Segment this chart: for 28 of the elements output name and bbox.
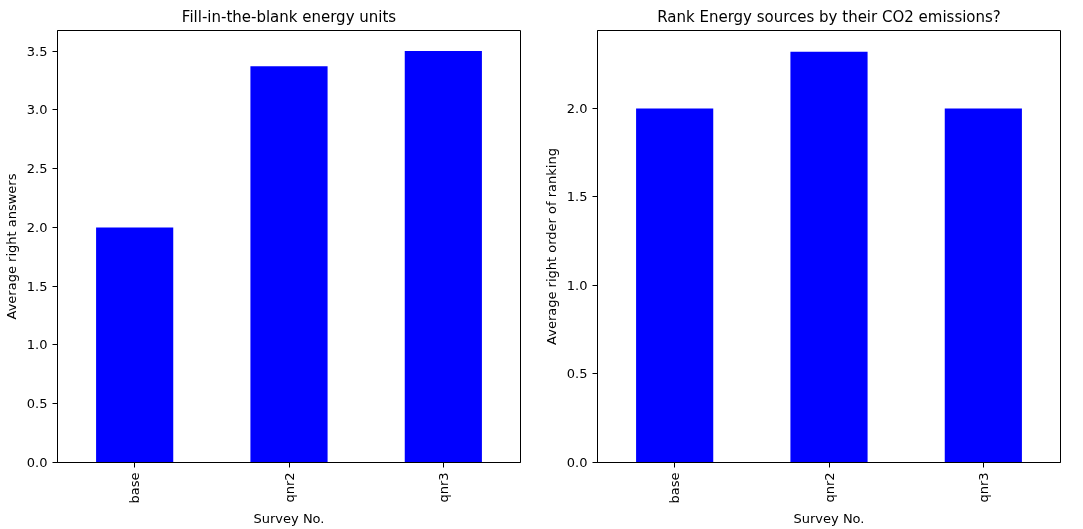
- x-tick-label: qnr2: [821, 472, 837, 503]
- chart-title: Fill-in-the-blank energy units: [181, 7, 397, 26]
- y-tick-label: 2.0: [26, 219, 48, 235]
- x-axis-title: Survey No.: [253, 511, 325, 527]
- y-axis-title: Average right order of ranking: [543, 148, 559, 345]
- y-tick-label: 2.5: [26, 161, 48, 177]
- y-tick-label: 1.0: [26, 337, 48, 353]
- bar: [96, 227, 174, 463]
- x-tick-label: qnr3: [435, 472, 451, 503]
- bar: [404, 51, 482, 463]
- bar: [250, 66, 328, 463]
- y-tick-label: 1.5: [26, 278, 48, 294]
- y-tick-label: 1.5: [566, 189, 588, 205]
- x-axis-title: Survey No.: [793, 511, 865, 527]
- y-tick-label: 3.5: [26, 43, 48, 59]
- chart-title: Rank Energy sources by their CO2 emissions?: [657, 7, 1001, 26]
- y-tick-label: 2.0: [566, 100, 588, 116]
- y-tick-label: 1.0: [566, 277, 588, 293]
- x-tick-label: qnr3: [975, 472, 991, 503]
- y-tick-label: 0.0: [566, 455, 588, 470]
- y-tick-label: 0.5: [566, 366, 588, 382]
- y-tick-label: 3.0: [26, 102, 48, 118]
- x-tick-label: base: [667, 472, 683, 504]
- x-tick-label: qnr2: [281, 472, 297, 503]
- x-tick-label: base: [127, 472, 143, 504]
- y-tick-label: 0.5: [26, 396, 48, 412]
- y-axis-title: Average right answers: [3, 173, 19, 320]
- y-tick-label: 0.0: [26, 455, 48, 470]
